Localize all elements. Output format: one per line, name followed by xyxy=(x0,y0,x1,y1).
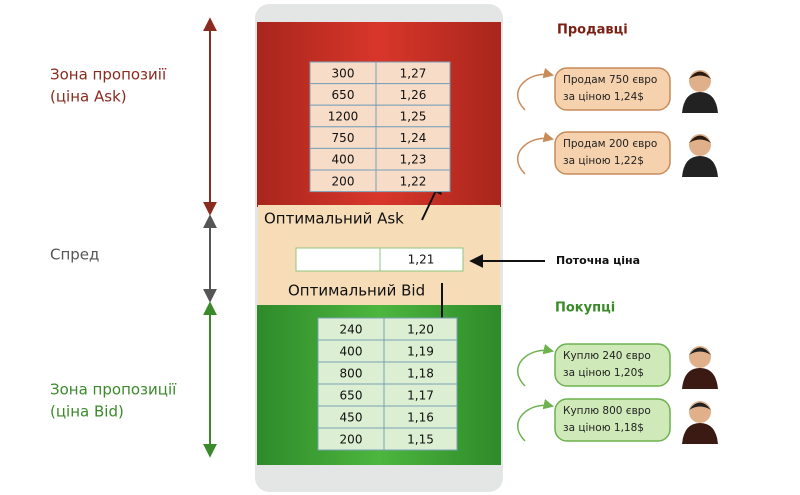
avatar-body xyxy=(682,423,718,444)
table-price: 1,26 xyxy=(400,88,427,102)
current-price-value: 1,21 xyxy=(408,253,435,267)
callout-text: Куплю 240 євро xyxy=(563,350,651,362)
table-volume: 800 xyxy=(340,367,363,381)
avatar-body xyxy=(682,368,718,389)
table-volume: 650 xyxy=(340,389,363,403)
table-price: 1,23 xyxy=(400,153,427,167)
avatar-hair xyxy=(689,347,711,355)
current-price-label: Поточна ціна xyxy=(556,254,640,267)
avatar-hair xyxy=(689,71,711,79)
table-price: 1,25 xyxy=(400,110,427,124)
callout-arrow xyxy=(517,399,555,442)
table-price: 1,20 xyxy=(407,323,434,337)
table-price: 1,16 xyxy=(407,411,434,425)
table-volume: 400 xyxy=(340,345,363,359)
table-cell xyxy=(383,427,458,451)
table-price: 1,19 xyxy=(407,345,434,359)
optimal-ask: Оптимальний Ask xyxy=(264,210,404,228)
callout-bubble xyxy=(554,67,671,111)
table-price: 1,17 xyxy=(407,389,434,403)
callout-text: за ціною 1,22$ xyxy=(563,155,644,167)
callout-text: за ціною 1,18$ xyxy=(563,422,644,434)
table-volume: 200 xyxy=(332,174,355,188)
avatar-body xyxy=(682,156,718,177)
callout-bubble xyxy=(554,131,671,175)
table-volume: 450 xyxy=(340,411,363,425)
ask-zone-label: Зона пропозиії xyxy=(50,66,167,84)
table-volume: 750 xyxy=(332,131,355,145)
table-price: 1,24 xyxy=(400,131,427,145)
callout-bubble xyxy=(554,398,671,442)
callout-text: Продам 750 євро xyxy=(563,74,657,86)
table-volume: 400 xyxy=(332,153,355,167)
bid-zone-label: Зона пропозиції xyxy=(50,381,177,399)
callout-arrow xyxy=(517,344,555,387)
ask-zone-label: (ціна Ask) xyxy=(50,88,127,106)
callout-arrow xyxy=(517,68,555,111)
callout-text: за ціною 1,24$ xyxy=(563,91,644,103)
table-price: 1,27 xyxy=(400,66,427,80)
bid-zone-label: (ціна Bid) xyxy=(50,403,124,421)
buyers-title: Покупці xyxy=(555,301,615,316)
table-volume: 200 xyxy=(340,433,363,447)
avatar-hair xyxy=(689,402,711,410)
callout-text: Продам 200 євро xyxy=(563,138,657,150)
table-volume: 300 xyxy=(332,66,355,80)
avatar-hair xyxy=(689,135,711,143)
callout-arrow xyxy=(517,132,555,175)
avatar-body xyxy=(682,92,718,113)
table-volume: 650 xyxy=(332,88,355,102)
callout-bubble xyxy=(554,343,671,387)
table-volume: 1200 xyxy=(328,110,359,124)
table-price: 1,15 xyxy=(407,433,434,447)
table-volume: 240 xyxy=(340,323,363,337)
table-price: 1,18 xyxy=(407,367,434,381)
callout-text: Куплю 800 євро xyxy=(563,405,651,417)
optimal-bid: Оптимальний Bid xyxy=(288,282,425,300)
sellers-title: Продавці xyxy=(557,23,628,38)
spread-label: Спред xyxy=(50,246,99,264)
table-price: 1,22 xyxy=(400,174,427,188)
table-cell xyxy=(375,169,451,193)
callout-text: за ціною 1,20$ xyxy=(563,367,644,379)
